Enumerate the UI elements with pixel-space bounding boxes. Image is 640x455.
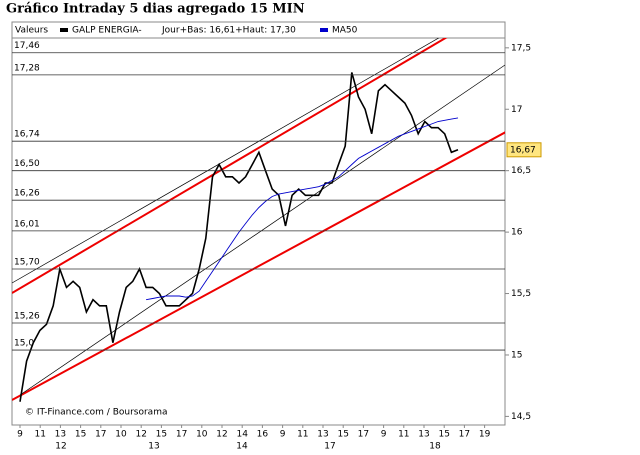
level-label: 17,28 [14,63,40,73]
x-tick-label: 17 [176,430,187,440]
x-tick-label: 12 [216,430,227,440]
x-tick-label: 9 [17,430,23,440]
x-tick-label: 14 [236,430,248,440]
day-label: 17 [324,442,335,452]
plot [19,72,459,402]
legend-swatch [60,28,68,32]
x-tick-label: 19 [479,430,491,440]
x-tick-label: 11 [34,430,45,440]
level-label: 15,26 [14,312,40,322]
x-tick-label: 15 [75,430,86,440]
x-tick-label: 15 [337,430,348,440]
y-tick-label: 16,5 [511,166,531,176]
price-line [19,72,459,402]
price-line [146,117,459,301]
x-tick-label: 16 [257,430,269,440]
channel-line [19,64,505,396]
legend-swatch [320,28,328,32]
y-tick-label: 15 [511,350,522,360]
x-tick-label: 13 [418,430,429,440]
legend-entry: MA50 [332,26,358,36]
level-label: 15,70 [14,257,40,267]
x-tick-label: 9 [381,430,387,440]
source: © IT-Finance.com / Boursorama [25,408,167,418]
day-label: 18 [429,442,441,452]
x-tick-label: 15 [438,430,449,440]
level-label: 17,46 [14,41,40,51]
x-tick-label: 12 [135,430,146,440]
level-label: 15,0 [14,339,34,349]
resistance-line [12,38,448,294]
level-label: 16,50 [14,159,40,169]
y-tick-label: 14,5 [511,412,531,422]
level-label: 16,26 [14,189,40,199]
legend-entry: GALP ENERGIA- [72,26,142,36]
day-label: 13 [148,442,159,452]
legend-label: Valeurs [15,26,48,36]
x-tick-label: 17 [459,430,470,440]
level-label: 16,74 [14,130,40,140]
channel-line [12,38,440,284]
y-tick-label: 17 [511,105,522,115]
day-label: 14 [236,442,248,452]
last-price-box [506,142,542,158]
x-tick-label: 13 [317,430,328,440]
y-tick-label: 17,5 [511,43,531,53]
x-tick-label: 9 [280,430,286,440]
x-tick-label: 11 [297,430,308,440]
support-line [12,131,505,401]
y-tick-label: 16 [511,228,523,238]
x-tick-label: 15 [156,430,167,440]
x-tick-label: 13 [55,430,66,440]
trend-lines [12,38,505,401]
level-label: 16,01 [14,219,40,229]
x-tick-label: 17 [95,430,106,440]
chart-title: Gráfico Intraday 5 dias agregado 15 MIN [6,2,305,17]
y-tick-label: 15,5 [511,289,531,299]
x-tick-label: 10 [115,430,127,440]
x-tick-label: 10 [196,430,208,440]
last-price-label: 16,67 [510,145,536,155]
session-info: Jour+Bas: 16,61+Haut: 17,30 [161,26,296,36]
x-tick-label: 11 [398,430,409,440]
x-tick-label: 17 [358,430,369,440]
frame [11,21,506,426]
day-label: 12 [55,442,66,452]
